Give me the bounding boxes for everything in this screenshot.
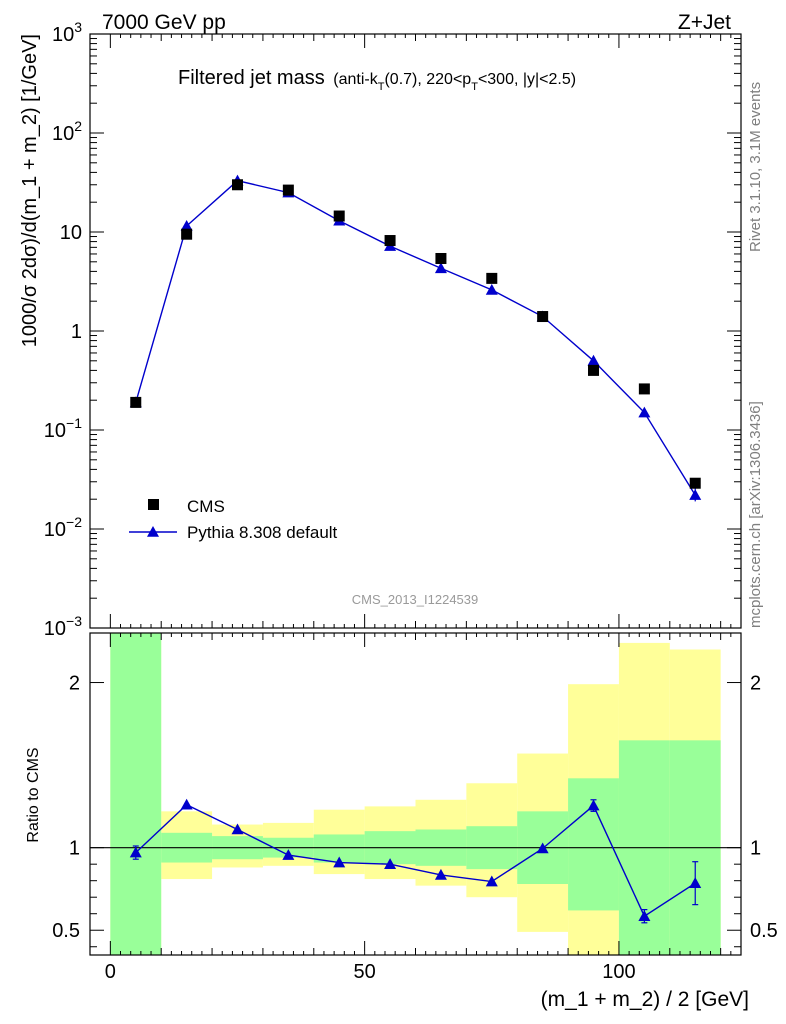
cms-point [638, 383, 650, 395]
mc-point [587, 354, 600, 366]
ratio-x-tick-label: 100 [602, 961, 635, 983]
ratio-y-tick-label-right: 2 [750, 673, 761, 695]
cms-point [282, 184, 294, 196]
cms-point [588, 364, 600, 376]
mc-point [434, 262, 447, 274]
header-right-label: Z+Jet [678, 11, 731, 34]
ratio-y-tick-label-right: 0.5 [750, 920, 778, 942]
ratio-x-axis-title: (m_1 + m_2) / 2 [GeV] [541, 988, 749, 1011]
mcplots-label: mcplots.cern.ch [arXiv:1306.3436] [747, 401, 764, 628]
ratio-x-tick-label: 50 [354, 961, 376, 983]
chart-title-main: Filtered jet mass [178, 67, 325, 89]
uncertainty-band-inner [110, 633, 162, 955]
main-y-tick-label: 10−3 [44, 613, 82, 640]
cms-point [130, 396, 142, 408]
ratio-panel: 0.5 0.5 1 1 2 2 0 50 100 [52, 632, 778, 983]
ratio-y-tick-label-right: 1 [750, 838, 761, 860]
main-y-tick-label: 10 [60, 222, 82, 244]
main-y-tick-label: 10−1 [44, 415, 82, 442]
mc-point [638, 406, 651, 418]
ratio-point [384, 858, 397, 869]
rivet-label: Rivet 3.1.10, 3.1M events [747, 82, 764, 252]
analysis-watermark: CMS_2013_I1224539 [352, 592, 479, 607]
ratio-point [689, 877, 702, 888]
ratio-y-tick-label-left: 1 [69, 838, 80, 860]
ratio-point [638, 910, 651, 921]
main-y-tick-label: 1 [71, 321, 82, 343]
legend-cms-marker [148, 499, 159, 510]
ratio-point [333, 856, 346, 868]
ratio-y-tick-label-left: 2 [69, 673, 80, 695]
ratio-point [282, 849, 295, 860]
cms-point [486, 272, 498, 284]
cms-point [689, 477, 701, 489]
cms-point [384, 235, 396, 247]
mc-point [180, 219, 193, 231]
cms-point [231, 179, 243, 191]
cms-point [181, 228, 193, 240]
cms-point [333, 210, 345, 222]
legend-cms-label: CMS [187, 497, 225, 516]
main-y-tick-label: 103 [52, 19, 82, 46]
main-y-tick-label: 10−2 [44, 514, 82, 541]
chart-title-sub: (anti-kT(0.7), 220<pT<300, |y|<2.5) [333, 71, 576, 93]
cms-point [435, 252, 447, 264]
main-y-axis-title: 1000/σ 2dσ)/d(m_1 + m_2) [1/GeV] [19, 34, 41, 347]
legend-mc-marker [147, 526, 159, 537]
header-left-label: 7000 GeV pp [102, 11, 226, 34]
chart-title: Filtered jet mass (anti-kT(0.7), 220<pT<… [178, 67, 576, 93]
ratio-point [536, 842, 549, 854]
legend-mc-label: Pythia 8.308 default [187, 523, 338, 542]
ratio-x-tick-label: 0 [105, 961, 116, 983]
ratio-point [485, 875, 498, 887]
mc-point [689, 489, 702, 500]
ratio-series-line [135, 803, 696, 918]
ratio-y-tick-label-left: 0.5 [52, 920, 80, 942]
cms-point [537, 311, 549, 323]
ratio-point [231, 823, 244, 835]
ratio-point [587, 799, 600, 811]
ratio-point [434, 868, 447, 880]
main-y-tick-label: 102 [52, 118, 82, 145]
mc-series-line [135, 179, 696, 496]
ratio-y-axis-title: Ratio to CMS [25, 747, 42, 842]
ratio-point [129, 846, 142, 858]
mc-point [485, 283, 498, 295]
ratio-point [180, 798, 193, 810]
